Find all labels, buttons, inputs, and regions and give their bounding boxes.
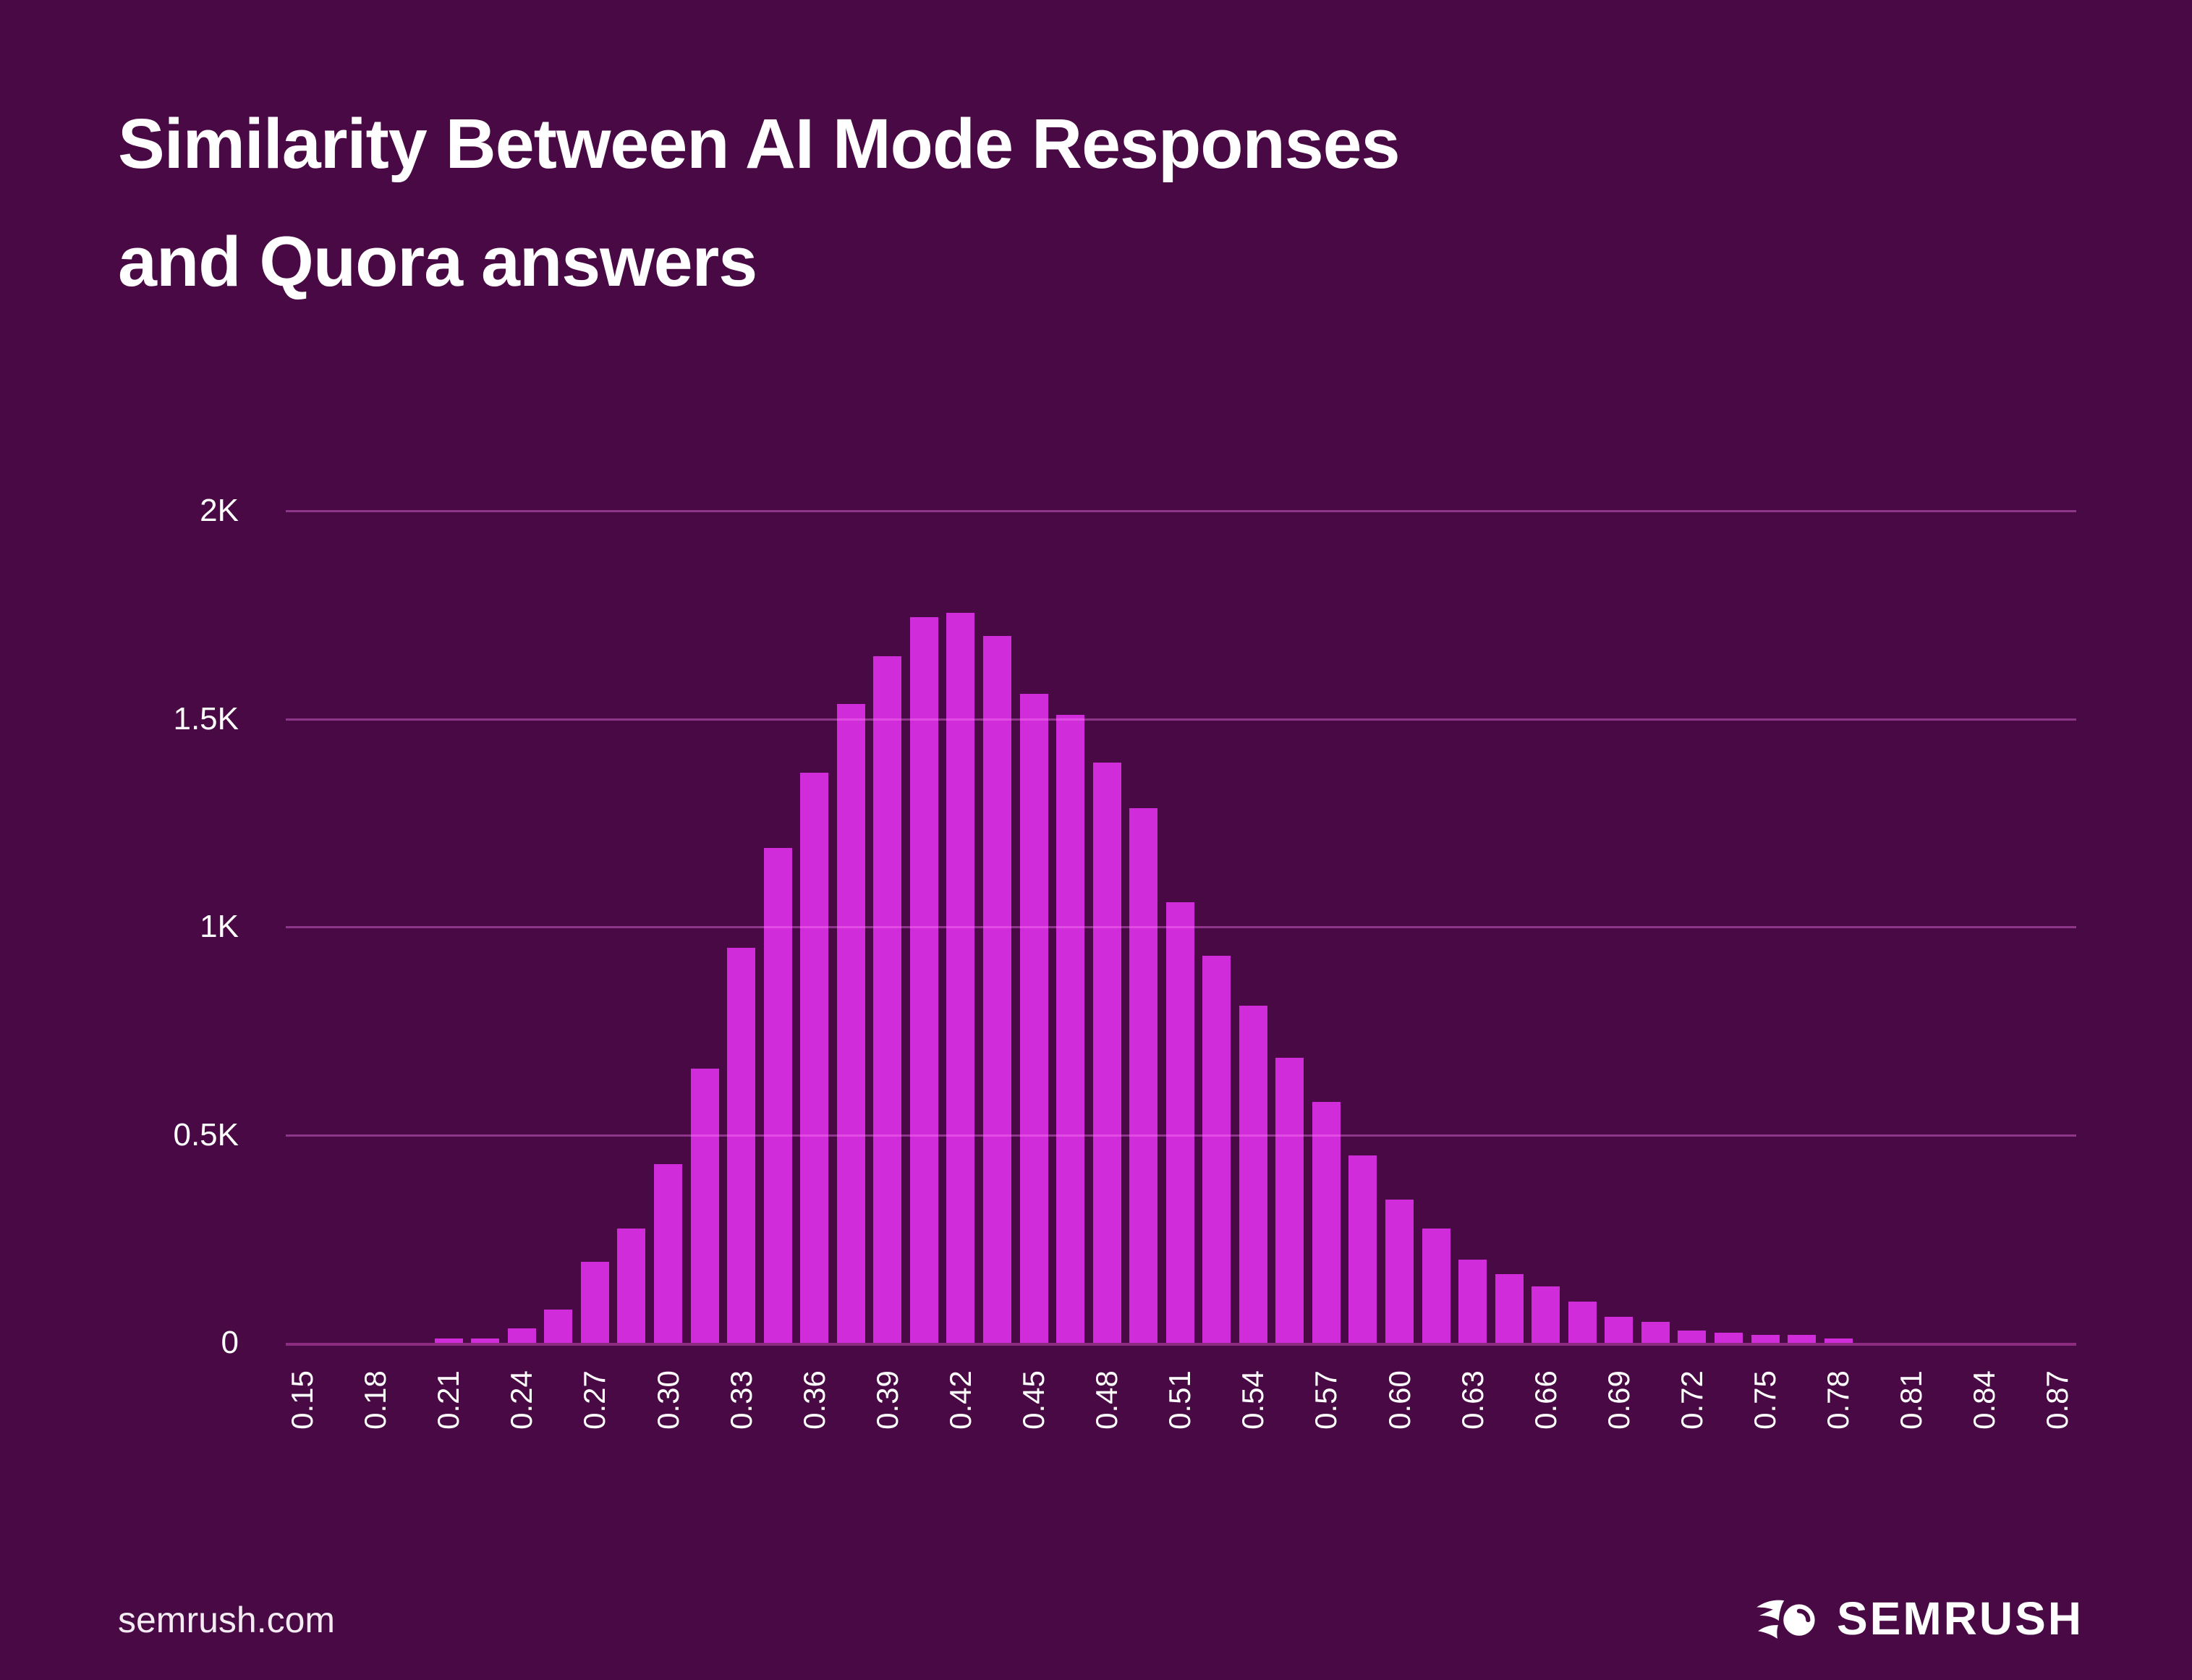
histogram-bar: [909, 616, 938, 1343]
histogram-bar: [1422, 1228, 1450, 1343]
histogram-bar: [1641, 1322, 1670, 1343]
histogram-bar: [1751, 1334, 1780, 1343]
gridline-1k: [286, 926, 2076, 928]
x-tick-label: 0.27: [577, 1370, 612, 1430]
histogram-bar: [946, 612, 975, 1343]
x-tick-label: 0.33: [723, 1370, 758, 1430]
x-tick-label: 0.21: [431, 1370, 466, 1430]
x-tick-label: 0.87: [2040, 1370, 2075, 1430]
histogram-bar: [617, 1228, 646, 1343]
histogram-bar: [1092, 762, 1121, 1343]
x-tick-label: 0.42: [943, 1370, 977, 1430]
x-tick-label: 0.24: [504, 1370, 539, 1430]
histogram-bar: [1019, 694, 1048, 1343]
x-tick-label: 0.54: [1236, 1370, 1270, 1430]
histogram-bar: [1532, 1286, 1560, 1343]
x-tick-label: 0.84: [1967, 1370, 2002, 1430]
histogram-bar: [727, 947, 756, 1343]
x-tick-label: 0.39: [870, 1370, 904, 1430]
histogram-bar: [1056, 714, 1085, 1343]
histogram-bar: [873, 656, 902, 1343]
x-tick-label: 0.69: [1601, 1370, 1636, 1430]
x-tick-label: 0.18: [358, 1370, 393, 1430]
histogram-plot-area: [286, 510, 2076, 1346]
x-tick-label: 0.72: [1674, 1370, 1709, 1430]
histogram-bar: [1495, 1274, 1524, 1343]
histogram-bar: [1202, 956, 1231, 1343]
histogram-bar: [471, 1339, 500, 1343]
histogram-bar: [1788, 1334, 1817, 1343]
histogram-bar: [1714, 1332, 1743, 1343]
x-tick-label: 0.60: [1382, 1370, 1416, 1430]
histogram-bar: [982, 635, 1011, 1343]
gridline-2k: [286, 510, 2076, 512]
y-tick-label: 1K: [200, 909, 239, 944]
histogram-bar: [1239, 1006, 1267, 1343]
histogram-bar: [654, 1163, 682, 1343]
x-tick-label: 0.51: [1163, 1370, 1197, 1430]
x-axis-line: [286, 1343, 2076, 1346]
x-tick-label: 0.15: [285, 1370, 319, 1430]
histogram-bar: [544, 1310, 573, 1343]
histogram-bar: [836, 704, 865, 1343]
x-tick-label: 0.66: [1528, 1370, 1563, 1430]
histogram-bar: [434, 1339, 463, 1343]
histogram-bar: [1348, 1155, 1377, 1343]
histogram-bar: [507, 1328, 536, 1343]
x-tick-label: 0.78: [1821, 1370, 1856, 1430]
semrush-comet-icon: [1756, 1600, 1815, 1639]
histogram-bar: [1605, 1317, 1634, 1343]
x-tick-label: 0.30: [650, 1370, 685, 1430]
semrush-logo: SEMRUSH: [1755, 1592, 2083, 1645]
x-tick-label: 0.57: [1309, 1370, 1343, 1430]
histogram-bar: [1165, 901, 1194, 1343]
histogram-bar: [1385, 1199, 1414, 1343]
semrush-logo-text: SEMRUSH: [1836, 1592, 2083, 1645]
histogram-bar: [1678, 1330, 1707, 1343]
footer-site-url: semrush.com: [118, 1600, 336, 1640]
gridline-1.5k: [286, 718, 2076, 721]
gridline-0.5k: [286, 1134, 2076, 1137]
histogram-bar: [800, 773, 829, 1343]
histogram-bar: [1275, 1058, 1304, 1343]
x-tick-label: 0.48: [1089, 1370, 1124, 1430]
x-tick-label: 0.36: [796, 1370, 831, 1430]
histogram-bar: [1458, 1260, 1487, 1343]
histogram-bar: [1312, 1101, 1341, 1343]
histogram-bar: [1129, 808, 1158, 1343]
page-title: Similarity Between AI Mode Responses and…: [118, 85, 1401, 321]
histogram-bar: [1824, 1339, 1853, 1343]
histogram-bar: [1568, 1301, 1597, 1343]
histogram-bar: [763, 847, 792, 1343]
y-tick-label: 0: [221, 1325, 239, 1360]
title-line-2: and Quora answers: [118, 221, 757, 301]
x-tick-label: 0.63: [1455, 1370, 1490, 1430]
y-tick-label: 2K: [200, 493, 239, 528]
x-tick-label: 0.81: [1894, 1370, 1929, 1430]
title-line-1: Similarity Between AI Mode Responses: [118, 104, 1401, 183]
histogram-bar: [690, 1068, 719, 1343]
x-tick-label: 0.45: [1016, 1370, 1050, 1430]
y-tick-label: 0.5K: [173, 1116, 239, 1153]
x-tick-label: 0.75: [1748, 1370, 1782, 1430]
y-tick-label: 1.5K: [173, 700, 239, 737]
histogram-bar: [580, 1261, 609, 1343]
